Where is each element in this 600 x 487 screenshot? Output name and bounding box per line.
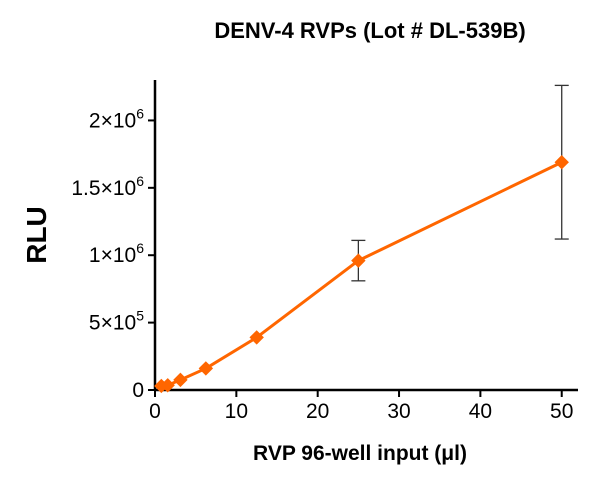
- chart-title: DENV-4 RVPs (Lot # DL-539B): [214, 18, 525, 43]
- x-tick-label: 10: [225, 400, 248, 423]
- data-point: [160, 378, 175, 393]
- x-tick-label: 20: [306, 400, 329, 423]
- x-tick-label: 0: [149, 400, 161, 423]
- y-tick-label: 5×105: [89, 308, 144, 335]
- data-point: [351, 253, 366, 268]
- x-tick-label: 50: [550, 400, 573, 423]
- markers: [154, 155, 569, 394]
- y-tick-label: 1.5×106: [71, 173, 144, 200]
- data-point: [198, 361, 214, 376]
- series-line: [161, 160, 563, 388]
- data-point: [249, 330, 264, 345]
- x-tick-label: 30: [387, 400, 410, 423]
- x-axis-label: RVP 96-well input (μl): [253, 442, 467, 465]
- data-point: [173, 372, 188, 388]
- error-bars: [351, 84, 569, 282]
- series-line-group: [161, 160, 563, 388]
- y-tick-label: 0: [132, 379, 144, 402]
- y-tick-label: 1×106: [89, 240, 144, 267]
- x-tick-label: 40: [469, 400, 492, 423]
- axes: 0 10 20 30 40 50 0 5×105 1×106 1.5×106 2×106: [71, 80, 578, 423]
- y-tick-label: 2×106: [89, 105, 144, 132]
- y-axis-label: RLU: [21, 206, 52, 264]
- data-point: [554, 155, 569, 170]
